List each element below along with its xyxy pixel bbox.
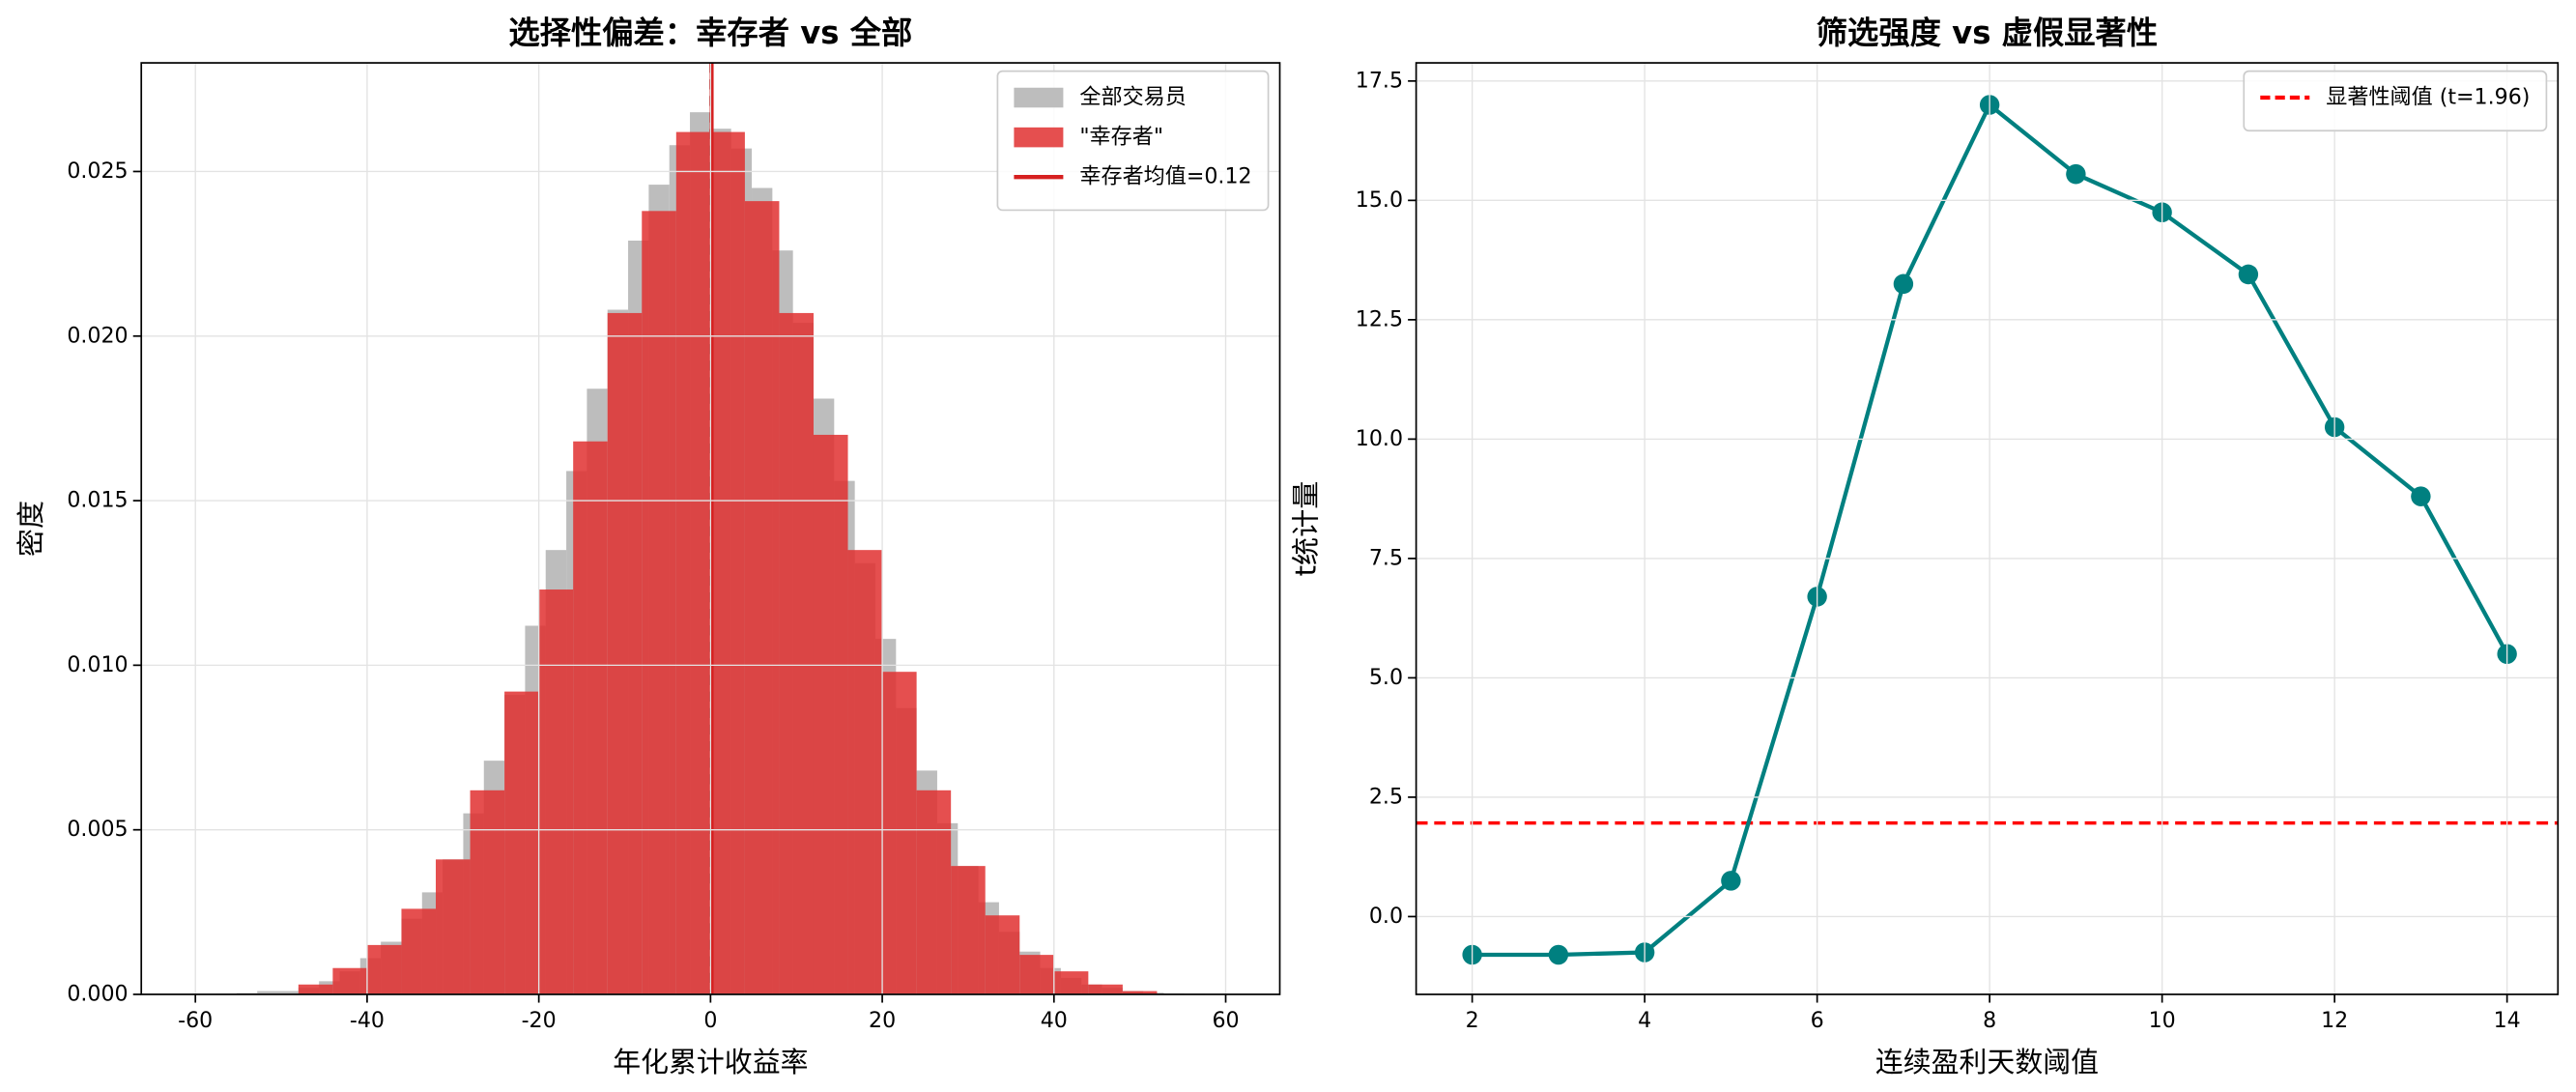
data-point xyxy=(1548,944,1569,965)
legend-label: 全部交易员 xyxy=(1079,84,1186,109)
x-tick-label: 6 xyxy=(1811,1008,1824,1033)
hist-bar xyxy=(573,441,608,994)
hist-bar xyxy=(332,967,367,994)
y-tick-label: 0.015 xyxy=(67,488,128,513)
y-tick-label: 10.0 xyxy=(1356,426,1403,451)
legend-label: "幸存者" xyxy=(1079,125,1163,150)
y-tick-label: 0.000 xyxy=(67,981,128,1006)
hist-bar xyxy=(470,790,505,994)
axes-frame xyxy=(140,62,1281,995)
hist-bar xyxy=(1019,955,1054,994)
legend-swatch xyxy=(1014,87,1064,108)
hist-bar xyxy=(401,908,437,994)
hist-bar xyxy=(744,201,780,994)
data-point xyxy=(2066,163,2086,185)
y-tick-label: 0.005 xyxy=(67,817,128,842)
chart-title: 筛选强度 vs 虚假显著性 xyxy=(1817,14,2158,51)
legend-frame xyxy=(2243,70,2548,132)
hist-bar xyxy=(538,589,574,994)
legend-label: 幸存者均值=0.12 xyxy=(1079,164,1251,189)
data-point xyxy=(2411,486,2431,506)
x-tick-label: 12 xyxy=(2321,1008,2348,1033)
hist-bar xyxy=(504,691,539,994)
hist-bar xyxy=(675,131,711,994)
data-point xyxy=(2238,264,2259,285)
hist-bar xyxy=(1122,991,1158,994)
hist-bar xyxy=(298,984,333,994)
x-axis-label: 年化累计收益率 xyxy=(613,1046,808,1078)
y-tick-label: 0.025 xyxy=(67,158,128,184)
chart-title: 选择性偏差：幸存者 vs 全部 xyxy=(508,14,912,51)
hist-bar xyxy=(882,672,917,994)
x-tick-label: 14 xyxy=(2494,1008,2521,1033)
legend: 全部交易员 "幸存者" 幸存者均值=0.12 xyxy=(996,70,1270,212)
hist-bar xyxy=(951,866,986,994)
plot-area xyxy=(1416,95,2559,965)
data-point xyxy=(1721,871,1741,891)
y-tick-label: 12.5 xyxy=(1356,306,1403,331)
legend-swatch xyxy=(1014,127,1064,148)
axes-frame xyxy=(1415,62,2560,995)
hist-bar xyxy=(607,312,643,994)
y-tick-label: 15.0 xyxy=(1356,187,1403,213)
x-tick-label: 0 xyxy=(703,1008,717,1033)
legend-label: 显著性阈值 (t=1.96) xyxy=(2326,84,2530,109)
hist-bar xyxy=(277,991,299,994)
hist-bar xyxy=(779,312,814,994)
x-tick-label: 2 xyxy=(1466,1008,1479,1033)
hist-bar xyxy=(366,944,402,994)
x-tick-label: 10 xyxy=(2149,1008,2176,1033)
hist-bar xyxy=(642,211,676,994)
x-tick-label: 20 xyxy=(869,1008,896,1033)
hist-bar xyxy=(710,131,745,994)
y-tick-label: 7.5 xyxy=(1369,545,1403,570)
legend: 显著性阈值 (t=1.96) xyxy=(2243,70,2548,132)
hist-bar xyxy=(847,550,883,994)
hist-bar xyxy=(1053,971,1089,994)
x-tick-label: 8 xyxy=(1983,1008,1996,1033)
x-tick-label: 40 xyxy=(1041,1008,1068,1033)
x-tick-label: 4 xyxy=(1638,1008,1651,1033)
legend-frame xyxy=(996,70,1270,212)
y-tick-label: 17.5 xyxy=(1356,68,1403,93)
hist-bar xyxy=(436,859,471,994)
y-tick-label: 0.020 xyxy=(67,323,128,348)
x-axis-label: 连续盈利天数阈值 xyxy=(1875,1046,2099,1078)
x-tick-label: -60 xyxy=(178,1008,213,1033)
y-tick-label: 0.010 xyxy=(67,652,128,677)
y-tick-label: 0.0 xyxy=(1369,904,1403,929)
plot-area xyxy=(195,63,1226,994)
hist-bar xyxy=(813,434,848,994)
x-tick-label: 60 xyxy=(1212,1008,1239,1033)
hist-bar xyxy=(985,915,1020,994)
data-point xyxy=(1893,273,1914,295)
x-tick-label: -40 xyxy=(350,1008,385,1033)
y-axis-label: t统计量 xyxy=(1289,481,1322,577)
hist-bar xyxy=(916,790,952,994)
y-tick-label: 2.5 xyxy=(1369,784,1403,809)
hist-bar xyxy=(257,991,278,994)
y-axis-label: 密度 xyxy=(14,501,47,557)
y-tick-label: 5.0 xyxy=(1369,665,1403,690)
x-tick-label: -20 xyxy=(522,1008,557,1033)
hist-bar xyxy=(1088,984,1123,994)
